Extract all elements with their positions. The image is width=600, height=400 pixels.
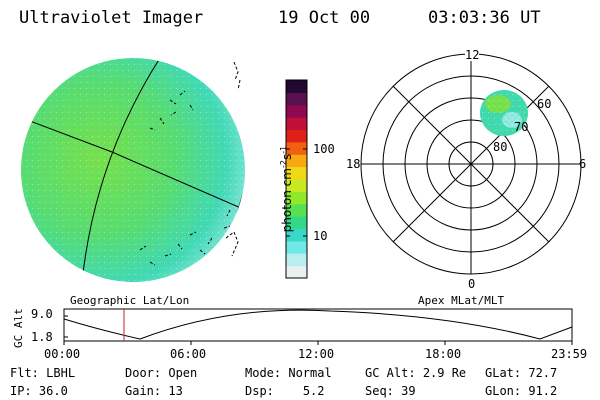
status-glat-key: GLat: [485, 366, 522, 380]
colorbar-label-100: 100 [313, 142, 335, 156]
polar-plot [360, 53, 582, 275]
status-door-key: Door: [125, 366, 162, 380]
status-gain: Gain: 13 [125, 385, 183, 397]
status-seq-key: Seq: [365, 384, 394, 398]
time-label: 03:03:36 UT [428, 8, 541, 28]
status-mode-key: Mode: [245, 366, 282, 380]
colorbar-segment [286, 166, 307, 180]
status-ip-key: IP: [10, 384, 32, 398]
status-glat: GLat: 72.7 [485, 367, 557, 379]
status-dsp-key: Dsp: [245, 384, 274, 398]
polar-auroral-patch [480, 90, 528, 136]
orbit-xtick-1200: 12:00 [298, 347, 335, 361]
colorbar-segment [286, 253, 307, 267]
status-glon-val: 91.2 [528, 384, 558, 398]
lat-line-1 [21, 117, 245, 213]
status-flt-val: LBHL [46, 366, 76, 380]
colorbar-unit-exp2: -1 [279, 145, 288, 154]
status-seq-val: 39 [401, 384, 416, 398]
status-ip: IP: 36.0 [10, 385, 68, 397]
orbit-xtick-2359: 23:59 [551, 347, 588, 361]
polar-mlt-18: 18 [346, 157, 361, 171]
polar-lat-80: 80 [493, 140, 508, 154]
orbit-ytick-9: 9.0 [31, 307, 53, 321]
status-door-val: Open [168, 366, 198, 380]
status-door: Door: Open [125, 367, 197, 379]
colorbar-segment [286, 203, 307, 217]
colorbar-segment [286, 228, 307, 242]
polar-mlt-0: 0 [468, 277, 476, 291]
uvi-image-disk [21, 58, 245, 282]
status-mode-val: Normal [288, 366, 332, 380]
geographic-caption: Geographic Lat/Lon [70, 294, 190, 307]
instrument-title: Ultraviolet Imager [19, 8, 204, 28]
status-gain-val: 13 [168, 384, 183, 398]
colorbar-segment [286, 92, 307, 106]
lon-line-2 [181, 59, 211, 74]
colorbar-segment [286, 141, 307, 155]
colorbar [286, 80, 307, 279]
colorbar-segment [286, 80, 307, 93]
status-flt-key: Flt: [10, 366, 39, 380]
status-flt: Flt: LBHL [10, 367, 75, 379]
colorbar-segment [286, 240, 307, 254]
orbit-xtick-1800: 18:00 [425, 347, 462, 361]
colorbar-segment [286, 154, 307, 168]
orbit-xtick-0000: 00:00 [44, 347, 81, 361]
status-gcalt: GC Alt: 2.9 Re [365, 367, 466, 379]
status-glon-key: GLon: [485, 384, 522, 398]
status-glon: GLon: 91.2 [485, 385, 557, 397]
status-mode: Mode: Normal [245, 367, 332, 379]
colorbar-label-10: 10 [313, 229, 328, 243]
colorbar-segment [286, 117, 307, 130]
colorbar-segment [286, 129, 307, 143]
status-gcalt-key: GC Alt: [365, 366, 416, 380]
status-gcalt-val: 2.9 Re [422, 366, 467, 380]
apex-caption: Apex MLat/MLT [418, 294, 505, 307]
status-dsp: Dsp: 5.2 [245, 385, 325, 397]
colorbar-unit-exp1: -2 [279, 160, 288, 169]
polar-mlt-6: 6 [579, 157, 587, 171]
status-gain-key: Gain: [125, 384, 162, 398]
orbit-altitude-curve [63, 309, 573, 340]
date-label: 19 Oct 00 [278, 8, 371, 28]
colorbar-unit-text: photon cm [280, 168, 294, 233]
colorbar-segment [286, 179, 307, 192]
colorbar-segment [286, 191, 307, 205]
orbit-axis-label: GC Alt [12, 308, 25, 348]
polar-lat-60: 60 [537, 97, 552, 111]
orbit-xtick-0600: 06:00 [170, 347, 207, 361]
orbit-ytick-1-8: 1.8 [31, 330, 53, 344]
colorbar-unit-label: photon cm-2s-1 [268, 145, 294, 240]
orbit-plot [63, 308, 573, 345]
colorbar-segment [286, 216, 307, 229]
polar-lat-70: 70 [514, 120, 529, 134]
lon-line-1 [81, 58, 161, 282]
colorbar-segment [286, 104, 307, 118]
colorbar-segment [286, 265, 307, 279]
colorbar-frame [285, 79, 308, 279]
polar-mlt-12: 12 [465, 48, 480, 62]
status-dsp-val: 5.2 [302, 384, 325, 398]
colorbar-unit-s: s [280, 153, 294, 161]
orbit-frame [63, 308, 573, 342]
status-seq: Seq: 39 [365, 385, 416, 397]
status-glat-val: 72.7 [528, 366, 558, 380]
status-ip-val: 36.0 [38, 384, 68, 398]
